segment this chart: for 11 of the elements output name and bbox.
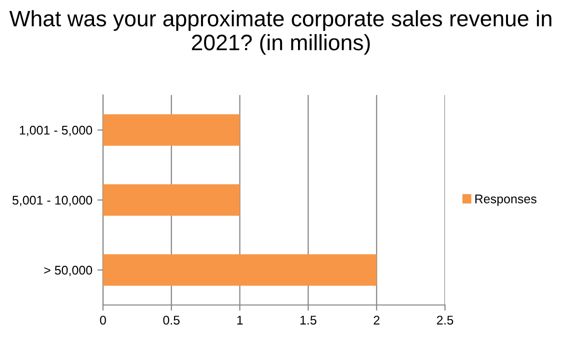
y-tick-label: 5,001 - 10,000 (12, 196, 92, 206)
x-tick-label: 1 (237, 316, 243, 324)
x-tick-label: 0.5 (163, 316, 180, 325)
x-tick-label: 2.5 (436, 316, 454, 325)
chart-title: What was your approximate corporate sales revenue in 2021? (in millions) (9, 10, 552, 55)
x-tick-label: 0 (100, 316, 106, 325)
legend-label: Responses (475, 194, 536, 206)
x-tick-label: 1.5 (300, 316, 316, 325)
x-tick-label: 2 (374, 316, 380, 324)
y-tick-label: > 50,000 (44, 266, 92, 276)
y-tick-label: 1,001 - 5,000 (20, 126, 92, 136)
